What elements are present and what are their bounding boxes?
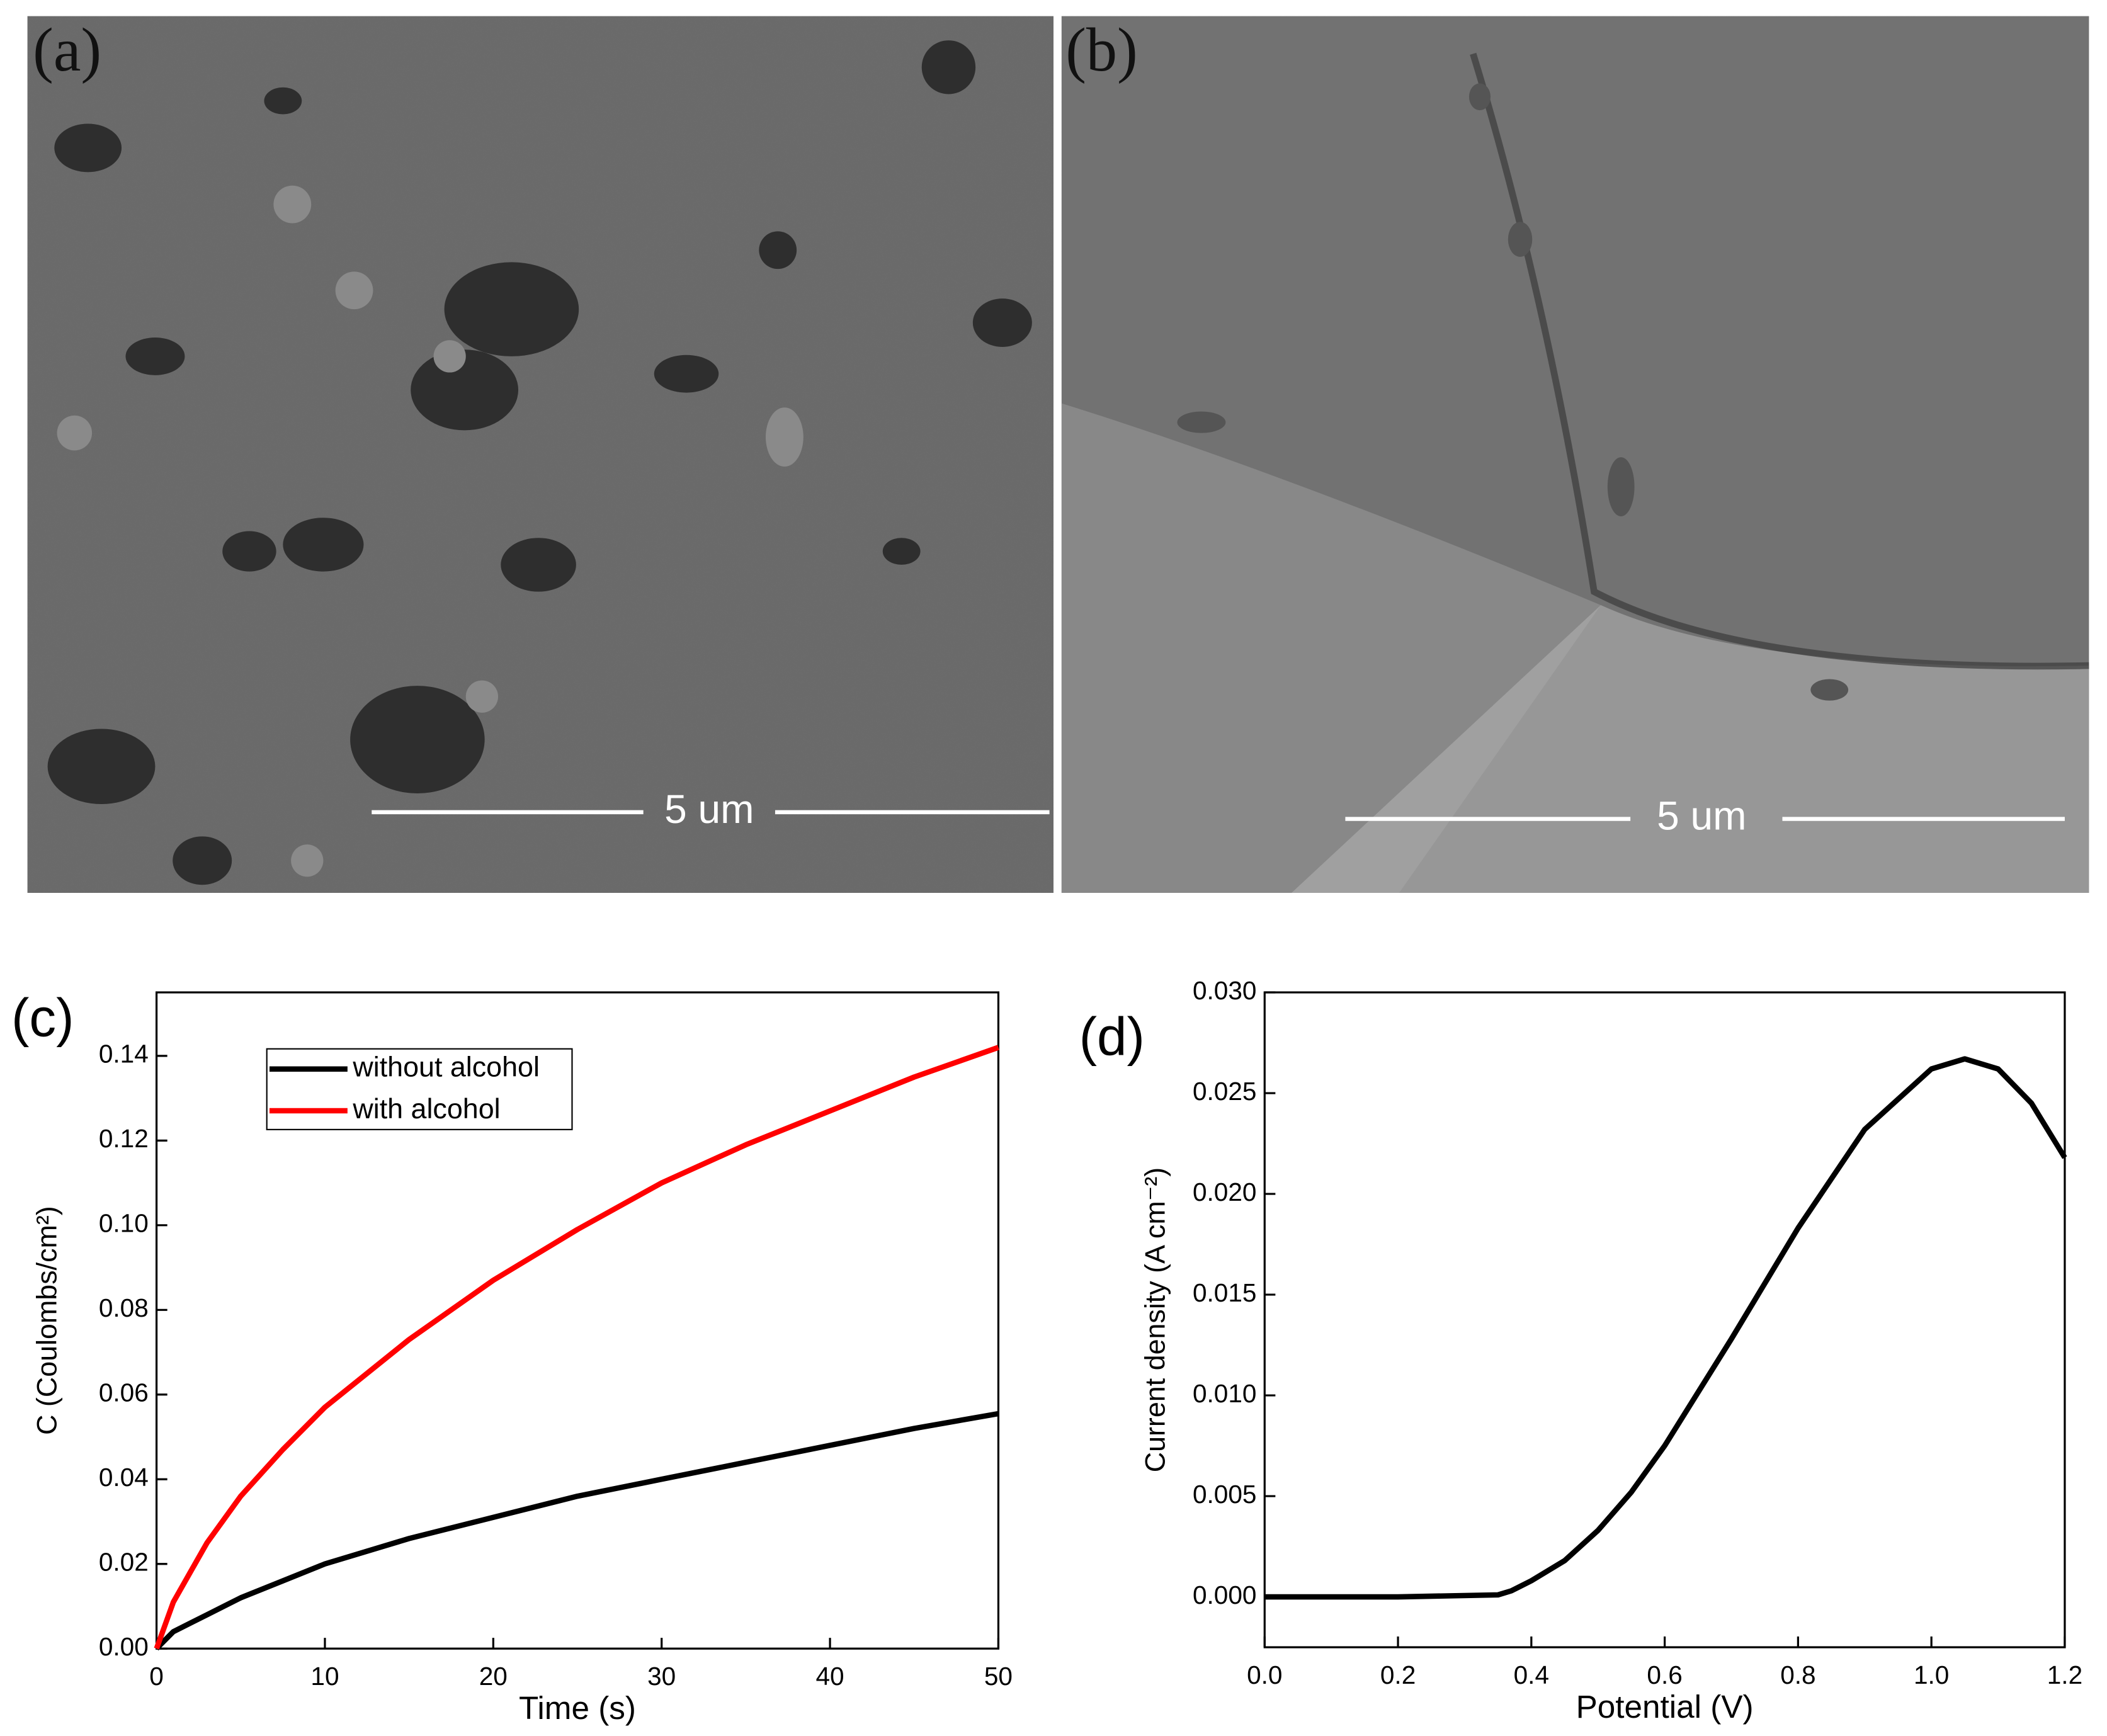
y-tick-label: 0.06 xyxy=(99,1378,149,1407)
y-tick-label: 0.020 xyxy=(1193,1177,1257,1206)
y-tick-label: 0.010 xyxy=(1193,1379,1257,1408)
y-axis-label: C (Coulombs/cm²) xyxy=(31,1206,63,1435)
sem-image-b: 5 um (b) xyxy=(1061,16,2089,894)
x-tick-label: 0.4 xyxy=(1514,1660,1549,1689)
panel-label: (b) xyxy=(1065,16,1138,84)
scale-bar-label: 5 um xyxy=(1657,793,1746,838)
y-tick-label: 0.04 xyxy=(99,1463,149,1492)
y-axis-label: Current density (A cm⁻²) xyxy=(1139,1167,1171,1473)
data-line xyxy=(1264,1056,2067,1600)
data-line xyxy=(154,1045,999,1650)
x-tick-label: 30 xyxy=(647,1662,676,1691)
y-tick-label: 0.015 xyxy=(1193,1278,1257,1307)
panel-label: (a) xyxy=(33,16,101,84)
y-tick-label: 0.08 xyxy=(99,1293,149,1322)
y-tick-label: 0.02 xyxy=(99,1547,149,1576)
x-tick-label: 50 xyxy=(984,1662,1013,1691)
sem-image-a: 5 um (a) xyxy=(27,16,1054,894)
y-tick-label: 0.030 xyxy=(1193,976,1257,1005)
y-tick-label: 0.12 xyxy=(99,1124,149,1153)
scale-bar-label: 5 um xyxy=(664,786,754,832)
x-tick-label: 0.8 xyxy=(1780,1660,1815,1689)
x-tick-label: 10 xyxy=(310,1662,339,1691)
panel-label: (d) xyxy=(1079,1007,1145,1067)
y-tick-label: 0.00 xyxy=(99,1632,149,1661)
plot-frame xyxy=(155,991,1000,1650)
x-axis-label: Potential (V) xyxy=(1576,1689,1754,1725)
y-tick-label: 0.10 xyxy=(99,1209,149,1238)
x-tick-label: 40 xyxy=(816,1662,844,1691)
legend-box xyxy=(266,1048,573,1130)
x-tick-label: 0.2 xyxy=(1380,1660,1416,1689)
x-tick-label: 0.6 xyxy=(1647,1660,1682,1689)
y-tick-label: 0.025 xyxy=(1193,1077,1257,1106)
x-axis-label: Time (s) xyxy=(519,1690,636,1726)
legend-label: without alcohol xyxy=(352,1051,540,1083)
x-tick-label: 1.2 xyxy=(2047,1660,2082,1689)
y-tick-label: 0.005 xyxy=(1193,1480,1257,1509)
y-tick-label: 0.000 xyxy=(1193,1580,1257,1609)
plot-frame xyxy=(1263,991,2066,1648)
x-tick-label: 0.0 xyxy=(1247,1660,1282,1689)
x-tick-label: 1.0 xyxy=(1914,1660,1949,1689)
legend-label: with alcohol xyxy=(352,1092,500,1125)
panel-label: (c) xyxy=(11,989,74,1048)
x-tick-label: 20 xyxy=(479,1662,508,1691)
x-tick-label: 0 xyxy=(149,1662,164,1691)
y-tick-label: 0.14 xyxy=(99,1040,149,1069)
data-line xyxy=(154,1410,999,1651)
